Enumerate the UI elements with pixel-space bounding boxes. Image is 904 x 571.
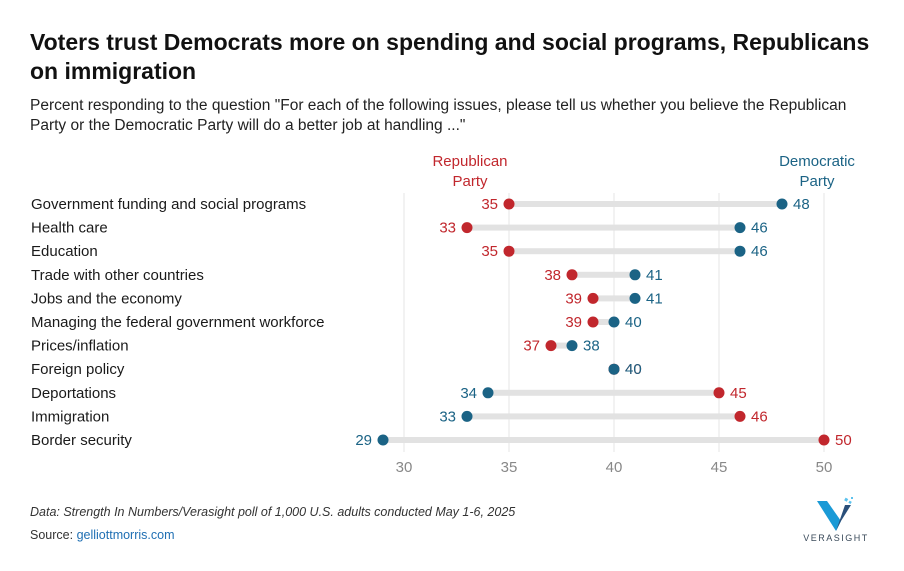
range-bar <box>551 342 572 349</box>
category-label: Managing the federal government workforc… <box>31 314 325 331</box>
democratic-value-label: 38 <box>583 338 600 355</box>
republican-dot <box>587 316 599 328</box>
range-bar <box>509 201 782 207</box>
category-label: Health care <box>31 220 108 237</box>
democratic-dot <box>734 222 746 234</box>
republican-value-label: 39 <box>565 314 582 331</box>
range-bars <box>383 201 824 443</box>
democratic-value-label: 41 <box>646 267 663 284</box>
data-note: Data: Strength In Numbers/Verasight poll… <box>30 505 516 519</box>
category-label: Foreign policy <box>31 361 125 378</box>
source-link[interactable]: gelliottmorris.com <box>76 528 175 542</box>
democratic-dot <box>776 198 788 210</box>
x-tick-label-40: 40 <box>606 459 623 476</box>
series-labels: Republican Party Democratic Party <box>432 153 855 190</box>
category-label: Education <box>31 243 98 260</box>
x-tick-label-50: 50 <box>816 459 833 476</box>
range-bar <box>572 271 635 278</box>
republican-value-label: 33 <box>439 220 456 237</box>
republican-dot <box>545 340 557 352</box>
democratic-dot <box>377 434 389 446</box>
democratic-value-label: 46 <box>751 243 768 260</box>
x-tick-label-45: 45 <box>711 459 728 476</box>
democratic-series-label: Democratic Party <box>779 153 855 190</box>
category-label: Immigration <box>31 408 109 425</box>
republican-dot <box>818 434 830 446</box>
republican-dot <box>734 410 746 422</box>
democratic-dot <box>482 387 494 399</box>
democratic-dot <box>461 410 473 422</box>
republican-dot <box>566 269 578 281</box>
x-tick-label-30: 30 <box>396 459 413 476</box>
democratic-value-label: 48 <box>793 196 810 213</box>
democratic-value-label: 46 <box>751 220 768 237</box>
range-bar <box>383 437 824 443</box>
democratic-dot <box>734 245 746 257</box>
democratic-value-label: 41 <box>646 290 663 307</box>
republican-value-label: 40 <box>625 361 642 378</box>
range-bar <box>593 295 635 302</box>
republican-dot <box>461 222 473 234</box>
source-label: Source: <box>30 528 77 542</box>
category-label: Trade with other countries <box>31 267 204 284</box>
democratic-value-label: 29 <box>355 432 372 449</box>
data-points <box>377 198 830 446</box>
republican-dot <box>713 387 725 399</box>
republican-value-label: 35 <box>481 243 498 260</box>
republican-value-label: 45 <box>730 385 747 402</box>
range-bar <box>593 319 614 325</box>
republican-value-label: 38 <box>544 267 561 284</box>
verasight-logo: VERASIGHT <box>803 497 869 545</box>
republican-dot <box>503 198 515 210</box>
republican-value-label: 50 <box>835 432 852 449</box>
range-bar <box>488 389 719 396</box>
logo-text: VERASIGHT <box>803 533 869 543</box>
chart-subtitle: Percent responding to the question "For … <box>30 97 847 134</box>
republican-dot <box>587 292 599 304</box>
republican-value-label: 46 <box>751 408 768 425</box>
category-label: Jobs and the economy <box>31 290 182 307</box>
republican-value-label: 37 <box>523 338 540 355</box>
dot-range-chart: 35 48 33 46 35 46 38 41 39 41 39 40 37 38 40 40 45 34 46 33… <box>31 153 855 476</box>
range-bar <box>467 413 740 420</box>
range-bar <box>509 248 740 255</box>
category-label: Border security <box>31 432 132 449</box>
x-tick-label-35: 35 <box>501 459 518 476</box>
category-label: Prices/inflation <box>31 338 129 355</box>
x-axis-ticks: 30 35 40 45 50 <box>396 459 833 476</box>
democratic-value-label: 34 <box>460 385 477 402</box>
democratic-dot <box>608 363 620 375</box>
category-label: Deportations <box>31 385 116 402</box>
range-bar <box>467 224 740 231</box>
republican-series-label: Republican Party <box>432 153 507 190</box>
category-label: Government funding and social programs <box>31 196 306 213</box>
democratic-dot <box>608 316 620 328</box>
democratic-dot <box>629 292 641 304</box>
republican-value-label: 39 <box>565 290 582 307</box>
republican-value-label: 35 <box>481 196 498 213</box>
democratic-value-label: 33 <box>439 408 456 425</box>
democratic-value-label: 40 <box>625 314 642 331</box>
democratic-value-label: 40 <box>625 361 642 378</box>
category-labels: Government funding and social programs He… <box>31 196 325 449</box>
democratic-dot <box>629 269 641 281</box>
democratic-dot <box>566 340 578 352</box>
verasight-v-logo-icon <box>817 497 853 531</box>
republican-dot <box>503 245 515 257</box>
source-line: Source: gelliottmorris.com <box>30 528 175 542</box>
chart-title: Voters trust Democrats more on spending … <box>30 29 870 84</box>
